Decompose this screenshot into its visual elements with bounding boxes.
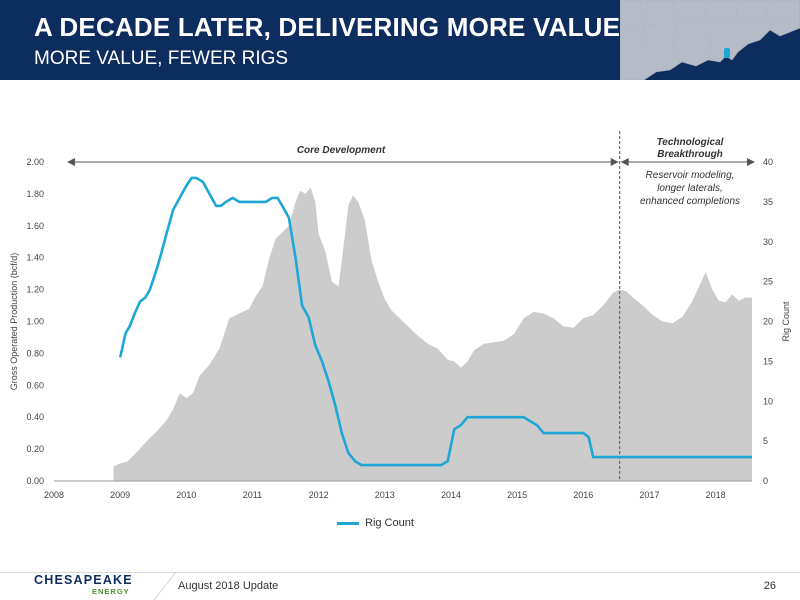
y-right-tick-label: 15 <box>763 356 773 366</box>
y-right-tick-label: 10 <box>763 396 773 406</box>
company-logo: CHESAPEAKE ENERGY <box>34 573 144 599</box>
y-left-tick-label: 0.40 <box>26 412 44 422</box>
tech-note-line3: enhanced completions <box>640 196 740 207</box>
y-left-tick-label: 0.60 <box>26 380 44 390</box>
chart-legend: Rig Count <box>337 514 414 532</box>
x-tick-label: 2014 <box>441 490 461 500</box>
y-right-tick-label: 25 <box>763 277 773 287</box>
tech-title-line2: Breakthrough <box>657 149 723 160</box>
x-tick-label: 2015 <box>507 490 527 500</box>
x-tick-label: 2011 <box>243 490 262 500</box>
location-marker <box>724 48 730 58</box>
y-left-tick-label: 1.00 <box>26 317 44 327</box>
page-number: 26 <box>763 580 776 592</box>
y-left-tick-label: 0.20 <box>26 444 44 454</box>
y-left-tick-label: 0.00 <box>26 476 44 486</box>
y-left-tick-label: 1.20 <box>26 285 44 295</box>
footer-slash <box>153 572 177 600</box>
y-left-axis-title: Gross Operated Production (bcf/d) <box>9 253 19 391</box>
y-right-tick-label: 35 <box>763 197 773 207</box>
y-right-tick-label: 20 <box>763 317 773 327</box>
footer-divider <box>0 572 800 573</box>
x-tick-label: 2009 <box>110 490 130 500</box>
y-right-axis-title: Rig Count <box>781 301 791 342</box>
legend-swatch-rig-count <box>337 521 359 525</box>
core-development-arrow-head-right <box>610 158 619 166</box>
x-tick-label: 2018 <box>706 490 726 500</box>
header-banner: A DECADE LATER, DELIVERING MORE VALUE MO… <box>0 0 800 80</box>
us-map-graphic <box>620 0 800 80</box>
y-right-tick-label: 40 <box>763 157 773 167</box>
core-development-label: Core Development <box>297 145 386 156</box>
y-right-tick-label: 0 <box>763 476 768 486</box>
legend-label-rig-count: Rig Count <box>365 517 414 529</box>
y-left-tick-label: 2.00 <box>26 157 44 167</box>
logo-subtext: ENERGY <box>92 587 130 596</box>
x-tick-label: 2016 <box>573 490 593 500</box>
x-tick-label: 2017 <box>639 490 659 500</box>
page-title: A DECADE LATER, DELIVERING MORE VALUE <box>34 12 621 42</box>
y-left-tick-label: 1.80 <box>26 189 44 199</box>
tech-note-line1: Reservoir modeling, <box>646 170 735 181</box>
y-right-tick-label: 30 <box>763 237 773 247</box>
y-right-tick-label: 5 <box>763 436 768 446</box>
tech-arrow-head-right <box>747 158 755 166</box>
rig-count-line <box>118 176 752 467</box>
production-area <box>113 187 752 481</box>
x-tick-label: 2010 <box>176 490 196 500</box>
footer-date: August 2018 Update <box>178 580 279 592</box>
page-subtitle: MORE VALUE, FEWER RIGS <box>34 48 289 69</box>
tech-note-line2: longer laterals, <box>657 183 723 194</box>
y-left-tick-label: 0.80 <box>26 348 44 358</box>
tech-arrow-head-left <box>620 158 629 166</box>
y-left-tick-label: 1.60 <box>26 221 44 231</box>
x-tick-label: 2013 <box>375 490 395 500</box>
core-development-arrow-head-left <box>67 158 75 166</box>
y-left-tick-label: 1.40 <box>26 253 44 263</box>
x-tick-label: 2012 <box>309 490 329 500</box>
logo-wordmark: CHESAPEAKE <box>34 573 133 587</box>
production-rig-chart: 2008 2009 2010 2011 2012 2013 2014 2015 2016 2017… <box>9 131 791 500</box>
tech-title-line1: Technological <box>657 137 724 148</box>
x-tick-label: 2008 <box>44 490 64 500</box>
